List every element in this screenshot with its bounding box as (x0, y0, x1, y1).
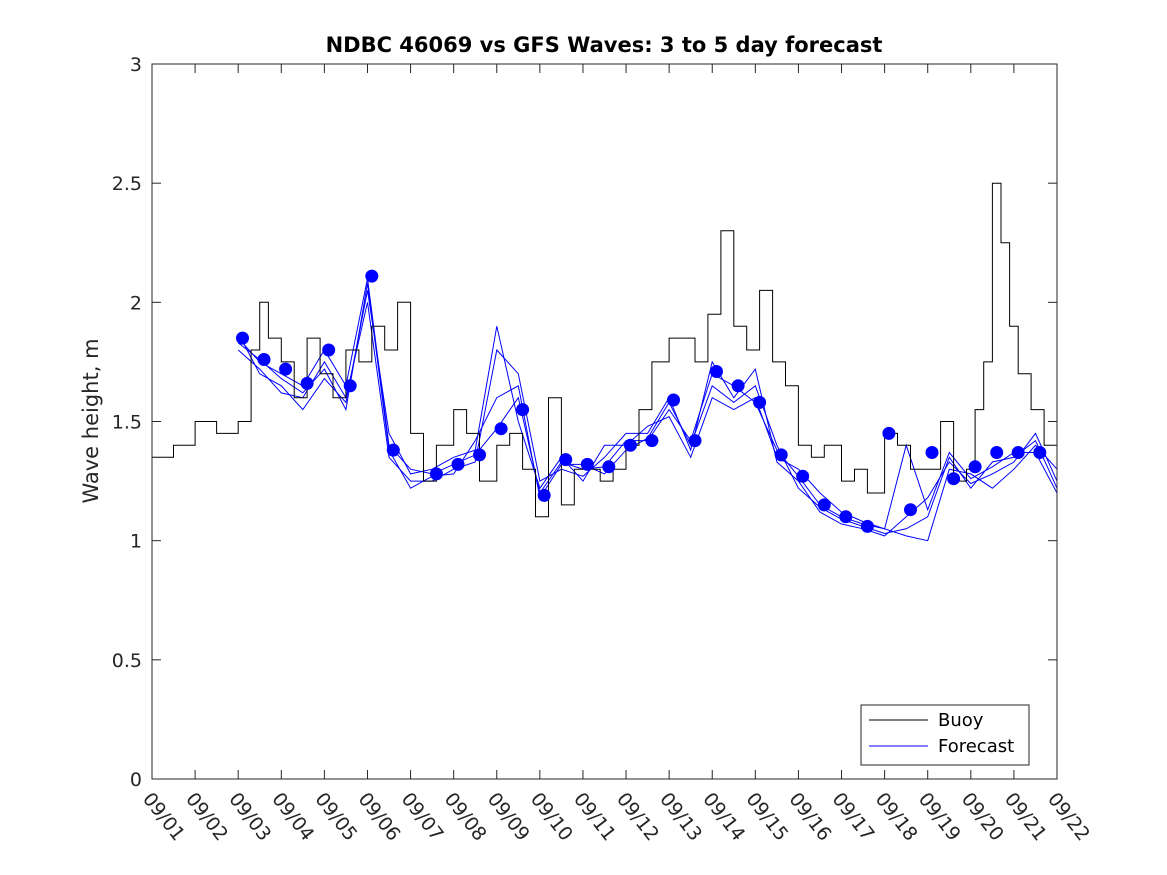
buoy-series (152, 182, 1058, 518)
x-tick-label: 09/17 (828, 789, 879, 846)
forecast-markers (236, 269, 1047, 533)
x-tick-label: 09/12 (612, 789, 663, 846)
forecast-marker (537, 488, 551, 502)
forecast-marker (343, 379, 357, 393)
forecast-marker (968, 460, 982, 474)
forecast-marker (904, 503, 917, 517)
y-tick-label: 3 (130, 54, 142, 76)
x-tick-label: 09/09 (483, 789, 534, 846)
forecast-marker (623, 438, 637, 452)
forecast-marker (473, 448, 486, 462)
buoy-line (152, 182, 1058, 518)
forecast-marker (774, 448, 788, 462)
x-tick-label: 09/07 (397, 789, 448, 846)
x-tick-label: 09/08 (440, 789, 491, 846)
forecast-marker (580, 457, 594, 471)
x-tick-label: 09/21 (1000, 789, 1051, 846)
y-tick-label: 2.5 (112, 173, 142, 195)
x-tick-label: 09/15 (741, 789, 792, 846)
y-axis-label: Wave height, m (79, 338, 103, 503)
forecast-line (237, 290, 1058, 542)
forecast-marker (365, 269, 379, 283)
y-axis: 0 0.5 1 1.5 2 2.5 3 (112, 54, 1057, 791)
forecast-line (237, 283, 1058, 535)
forecast-marker (602, 460, 616, 474)
forecast-marker (796, 469, 810, 483)
forecast-marker (817, 498, 831, 512)
forecast-marker (925, 446, 939, 459)
forecast-marker (990, 446, 1004, 459)
x-tick-label: 09/01 (138, 789, 189, 846)
forecast-marker (300, 376, 314, 390)
x-tick-label: 09/18 (871, 789, 922, 846)
forecast-line (237, 302, 1058, 537)
forecast-marker (1033, 446, 1047, 459)
forecast-marker (1011, 446, 1025, 459)
chart-title: NDBC 46069 vs GFS Waves: 3 to 5 day fore… (326, 33, 883, 57)
legend-forecast-label: Forecast (938, 736, 1014, 757)
y-tick-label: 2 (130, 292, 142, 314)
x-tick-label: 09/13 (655, 789, 706, 846)
forecast-line (237, 278, 1058, 530)
x-tick-label: 09/02 (181, 789, 232, 846)
forecast-marker (257, 353, 271, 366)
x-tick-label: 09/03 (224, 789, 275, 846)
y-tick-label: 1.5 (112, 412, 142, 434)
forecast-marker (882, 426, 896, 440)
x-tick-label: 09/14 (698, 789, 749, 846)
y-tick-label: 0.5 (112, 650, 142, 672)
forecast-marker (839, 510, 853, 524)
forecast-marker (429, 467, 443, 481)
y-tick-label: 1 (130, 531, 142, 553)
legend: Buoy Forecast (860, 704, 1030, 766)
y-tick-label: 0 (130, 769, 142, 791)
x-tick-label: 09/11 (569, 789, 620, 846)
forecast-marker (667, 393, 680, 407)
x-tick-label: 09/05 (310, 789, 361, 846)
legend-buoy-label: Buoy (938, 710, 984, 731)
forecast-marker (753, 395, 767, 409)
forecast-marker (947, 472, 961, 486)
x-tick-label: 09/20 (957, 789, 1008, 846)
x-tick-label: 09/04 (267, 789, 318, 846)
x-tick-label: 09/22 (1043, 789, 1094, 846)
x-tick-label: 09/19 (914, 789, 965, 846)
plot-area-frame (151, 63, 1058, 780)
forecast-marker (451, 457, 465, 471)
x-tick-label: 09/10 (526, 789, 577, 846)
forecast-marker (860, 519, 874, 533)
forecast-marker (731, 379, 745, 393)
forecast-marker (516, 403, 530, 417)
forecast-marker (279, 362, 293, 376)
x-tick-label: 09/16 (784, 789, 835, 846)
legend-box (860, 704, 1030, 766)
forecast-marker (494, 422, 508, 436)
forecast-marker (688, 434, 702, 448)
forecast-marker (386, 443, 400, 457)
forecast-marker (322, 343, 336, 357)
forecast-marker (645, 434, 659, 448)
forecast-marker (559, 453, 573, 467)
x-tick-label: 09/06 (354, 789, 405, 846)
forecast-marker (236, 331, 249, 345)
forecast-marker (710, 365, 723, 378)
